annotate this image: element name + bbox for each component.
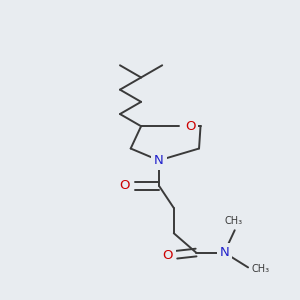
Text: N: N [219, 246, 229, 259]
Text: N: N [154, 154, 164, 167]
Text: O: O [185, 120, 195, 133]
Text: O: O [163, 249, 173, 262]
Text: CH₃: CH₃ [251, 264, 269, 274]
Text: CH₃: CH₃ [224, 216, 242, 226]
Text: O: O [119, 179, 130, 192]
